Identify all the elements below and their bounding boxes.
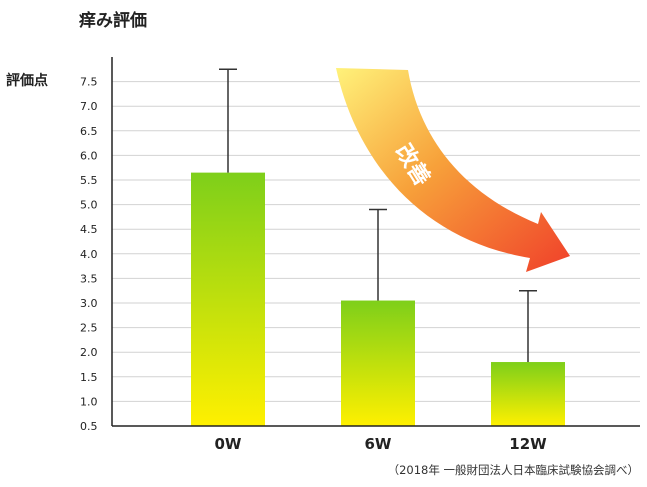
y-tick-label: 6.0 [80, 149, 98, 162]
y-tick-label: 6.5 [80, 125, 98, 138]
axes [111, 57, 640, 427]
y-tick-label: 3.0 [80, 297, 98, 310]
y-tick-label: 5.5 [80, 174, 98, 187]
y-tick-label: 3.5 [80, 272, 98, 285]
y-tick-label: 7.0 [80, 100, 98, 113]
x-tick-label: 12W [509, 435, 547, 453]
chart-title: 痒み評価 [79, 11, 147, 31]
source-note: （2018年 一般財団法人日本臨床試験協会調べ） [387, 463, 639, 477]
y-tick-label: 7.5 [80, 76, 98, 89]
improvement-arrow: 改善 [336, 68, 570, 272]
y-tick-label: 4.5 [80, 223, 98, 236]
x-tick-label: 0W [215, 435, 242, 453]
x-tick-label: 6W [365, 435, 392, 453]
error-bars [219, 68, 537, 363]
improvement-arrow-shape [336, 68, 570, 272]
bar-12w [491, 362, 565, 426]
y-tick-label: 4.0 [80, 248, 98, 261]
bar-6w [341, 300, 415, 426]
bars [191, 172, 565, 426]
y-tick-label: 2.5 [80, 322, 98, 335]
bar-0w [191, 172, 265, 426]
y-tick-labels: 0.5 1.0 1.5 2.0 2.5 3.0 3.5 4.0 4.5 5.0 5.5 6.0 6.5 7… [80, 76, 98, 433]
y-tick-label: 2.0 [80, 346, 98, 359]
y-axis-label: 評価点 [6, 73, 48, 89]
y-tick-label: 5.0 [80, 199, 98, 212]
y-tick-label: 0.5 [80, 420, 98, 433]
y-tick-label: 1.5 [80, 371, 98, 384]
y-tick-label: 1.0 [80, 395, 98, 408]
x-tick-labels: 0W 6W 12W [215, 435, 548, 453]
